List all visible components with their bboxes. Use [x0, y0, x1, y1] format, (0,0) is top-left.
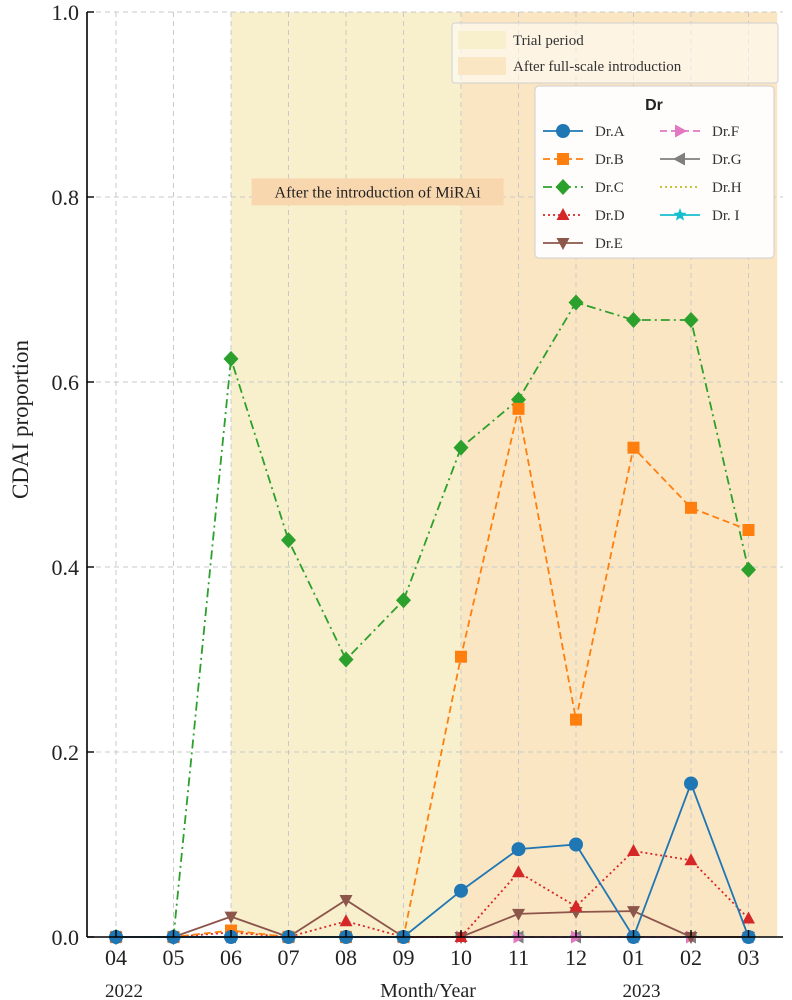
region-legend-box: [451, 22, 779, 84]
x-tick-label: 01: [623, 945, 645, 970]
data-point: [626, 312, 641, 329]
y-tick-label: 1.0: [52, 0, 80, 25]
x-tick-label: 06: [220, 945, 242, 970]
x-tick-label: 11: [508, 945, 529, 970]
y-tick-label: 0.2: [52, 740, 80, 765]
year-label: 2023: [623, 981, 661, 1000]
legend-marker: [556, 208, 570, 220]
region-label: Trial period: [513, 33, 584, 49]
region-legend: Trial period After full-scale introductio…: [451, 22, 779, 84]
y-axis-title: CDAI proportion: [8, 339, 33, 499]
series-legend-box: [534, 85, 775, 259]
x-tick-label: 04: [105, 945, 127, 970]
legend-label: Dr. I: [712, 208, 740, 224]
y-tick-label: 0.8: [52, 185, 80, 210]
x-tick-label: 09: [393, 945, 415, 970]
y-tick-label: 0.0: [52, 925, 80, 950]
legend-marker: [556, 238, 570, 250]
x-tick-label: 12: [565, 945, 587, 970]
x-tick-label: 05: [163, 945, 185, 970]
data-point: [339, 914, 353, 927]
legend-marker: [557, 153, 569, 165]
region-swatch: [458, 57, 506, 75]
x-tick-label: 08: [335, 945, 357, 970]
data-point: [685, 501, 697, 514]
data-point: [511, 842, 526, 857]
legend-label: Dr.H: [712, 180, 742, 196]
annotation-box: [251, 178, 504, 206]
legend-marker: [555, 179, 571, 195]
legend-label: Dr.D: [595, 208, 625, 224]
data-point: [455, 650, 467, 663]
series-legend: Dr Dr.A Dr.B Dr.C Dr.D Dr.E Dr.F Dr.G Dr.H Dr. I: [534, 85, 775, 259]
data-point: [338, 651, 354, 668]
data-point: [396, 592, 411, 609]
legend-label: Dr.C: [595, 180, 624, 196]
data-point: [512, 865, 525, 878]
legend-title: Dr: [645, 97, 663, 114]
series-line: [116, 408, 749, 938]
x-tick-label: 07: [278, 945, 300, 970]
legend-marker: [673, 208, 687, 221]
data-point: [627, 906, 640, 919]
data-point: [742, 524, 755, 536]
data-point: [627, 843, 640, 856]
data-point: [683, 312, 699, 329]
legend-marker: [673, 152, 685, 166]
legend-label: Dr.E: [595, 236, 623, 252]
legend-label: Dr.B: [595, 152, 624, 168]
legend-label: Dr.F: [712, 124, 739, 140]
legend-label: Dr.A: [595, 124, 625, 140]
x-axis-title: Month/Year: [380, 980, 476, 1000]
data-point: [453, 439, 469, 456]
legend-marker: [675, 124, 687, 138]
data-point: [568, 294, 584, 311]
data-point: [569, 837, 583, 852]
region-label: After full-scale introduction: [513, 59, 682, 75]
x-tick-label: 03: [738, 945, 760, 970]
legend-label: Dr.G: [712, 152, 742, 168]
data-point: [454, 883, 468, 898]
data-point: [223, 350, 239, 367]
y-tick-label: 0.4: [52, 555, 80, 580]
series-line: [116, 301, 750, 938]
data-point: [570, 713, 582, 726]
data-point: [281, 532, 296, 549]
x-tick-label: 10: [450, 945, 472, 970]
x-tick-label: 02: [680, 945, 702, 970]
data-point: [742, 911, 755, 924]
data-point: [684, 853, 698, 866]
data-point: [741, 561, 756, 578]
data-point: [684, 932, 698, 944]
data-point: [224, 911, 238, 924]
data-point: [627, 441, 640, 454]
data-point: [512, 402, 525, 415]
y-tick-label: 0.6: [52, 370, 80, 395]
legend-marker: [556, 124, 570, 138]
data-point: [684, 776, 698, 791]
region-swatch: [458, 31, 506, 49]
data-point: [512, 908, 525, 921]
data-point: [339, 895, 353, 907]
annotation-text: After the introduction of MiRAi: [275, 184, 482, 201]
data-point: [569, 899, 583, 912]
year-label: 2022: [105, 981, 143, 1000]
